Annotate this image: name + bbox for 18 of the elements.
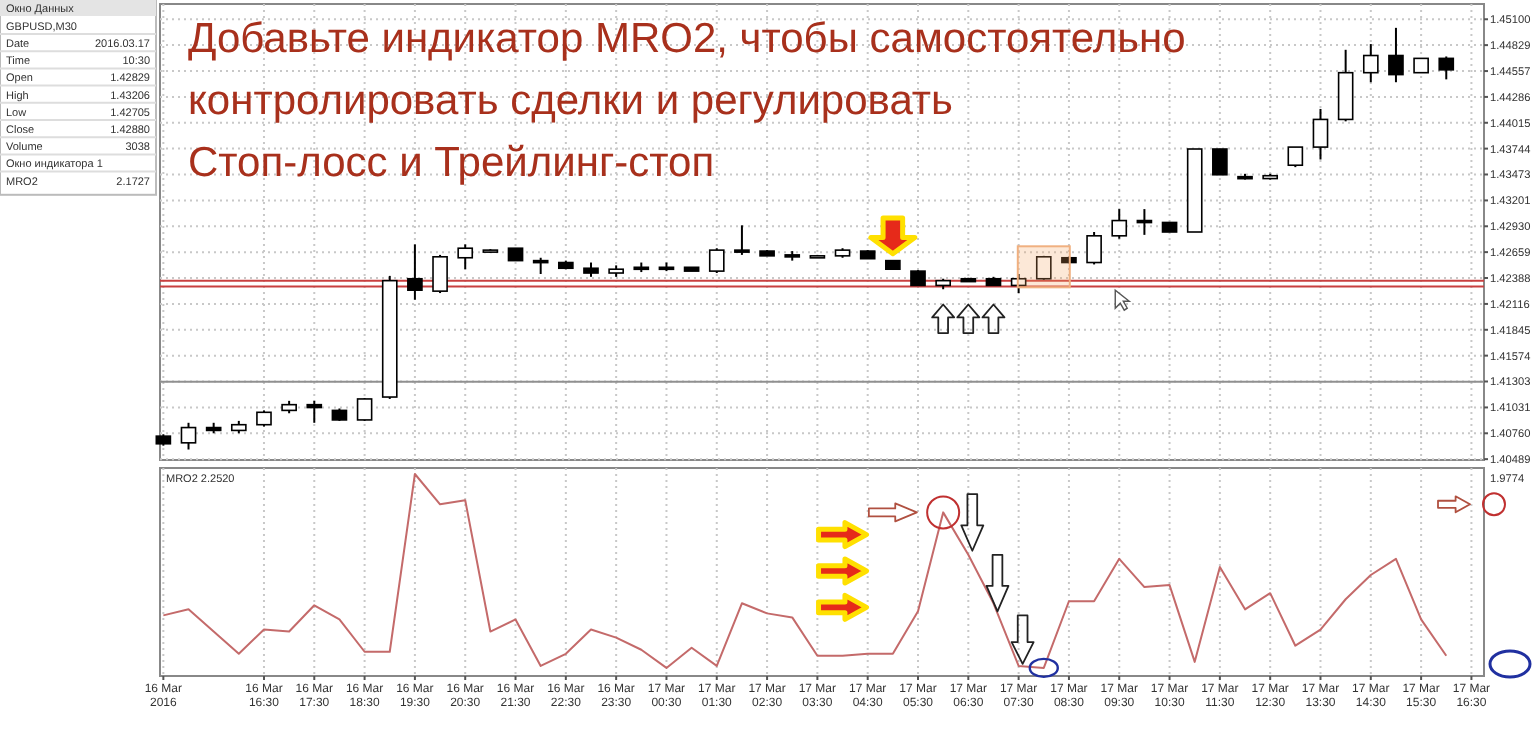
candlestick: [1312, 107, 1329, 161]
candlestick: [407, 243, 423, 301]
candlestick: [1111, 208, 1128, 240]
candlestick: [734, 224, 750, 256]
candlestick: [1086, 231, 1102, 266]
candlestick: [1212, 148, 1228, 176]
candlestick: [1287, 146, 1304, 169]
candlestick: [180, 421, 197, 451]
candlestick: [708, 247, 725, 275]
candlestick: [1388, 26, 1404, 84]
candlestick: [1337, 48, 1354, 123]
text: Добавьте индикатор MRO2, чтобы самостоятельно контролировать сделки и регулировать Стоп-лосс и Трейлинг-стоп: [188, 16, 1186, 186]
candlestick: [1438, 55, 1455, 81]
candlestick: [1010, 272, 1027, 295]
candlestick: [457, 243, 474, 271]
candlestick: [1362, 43, 1379, 84]
candlestick: [432, 253, 448, 295]
candlestick: [306, 399, 323, 424]
